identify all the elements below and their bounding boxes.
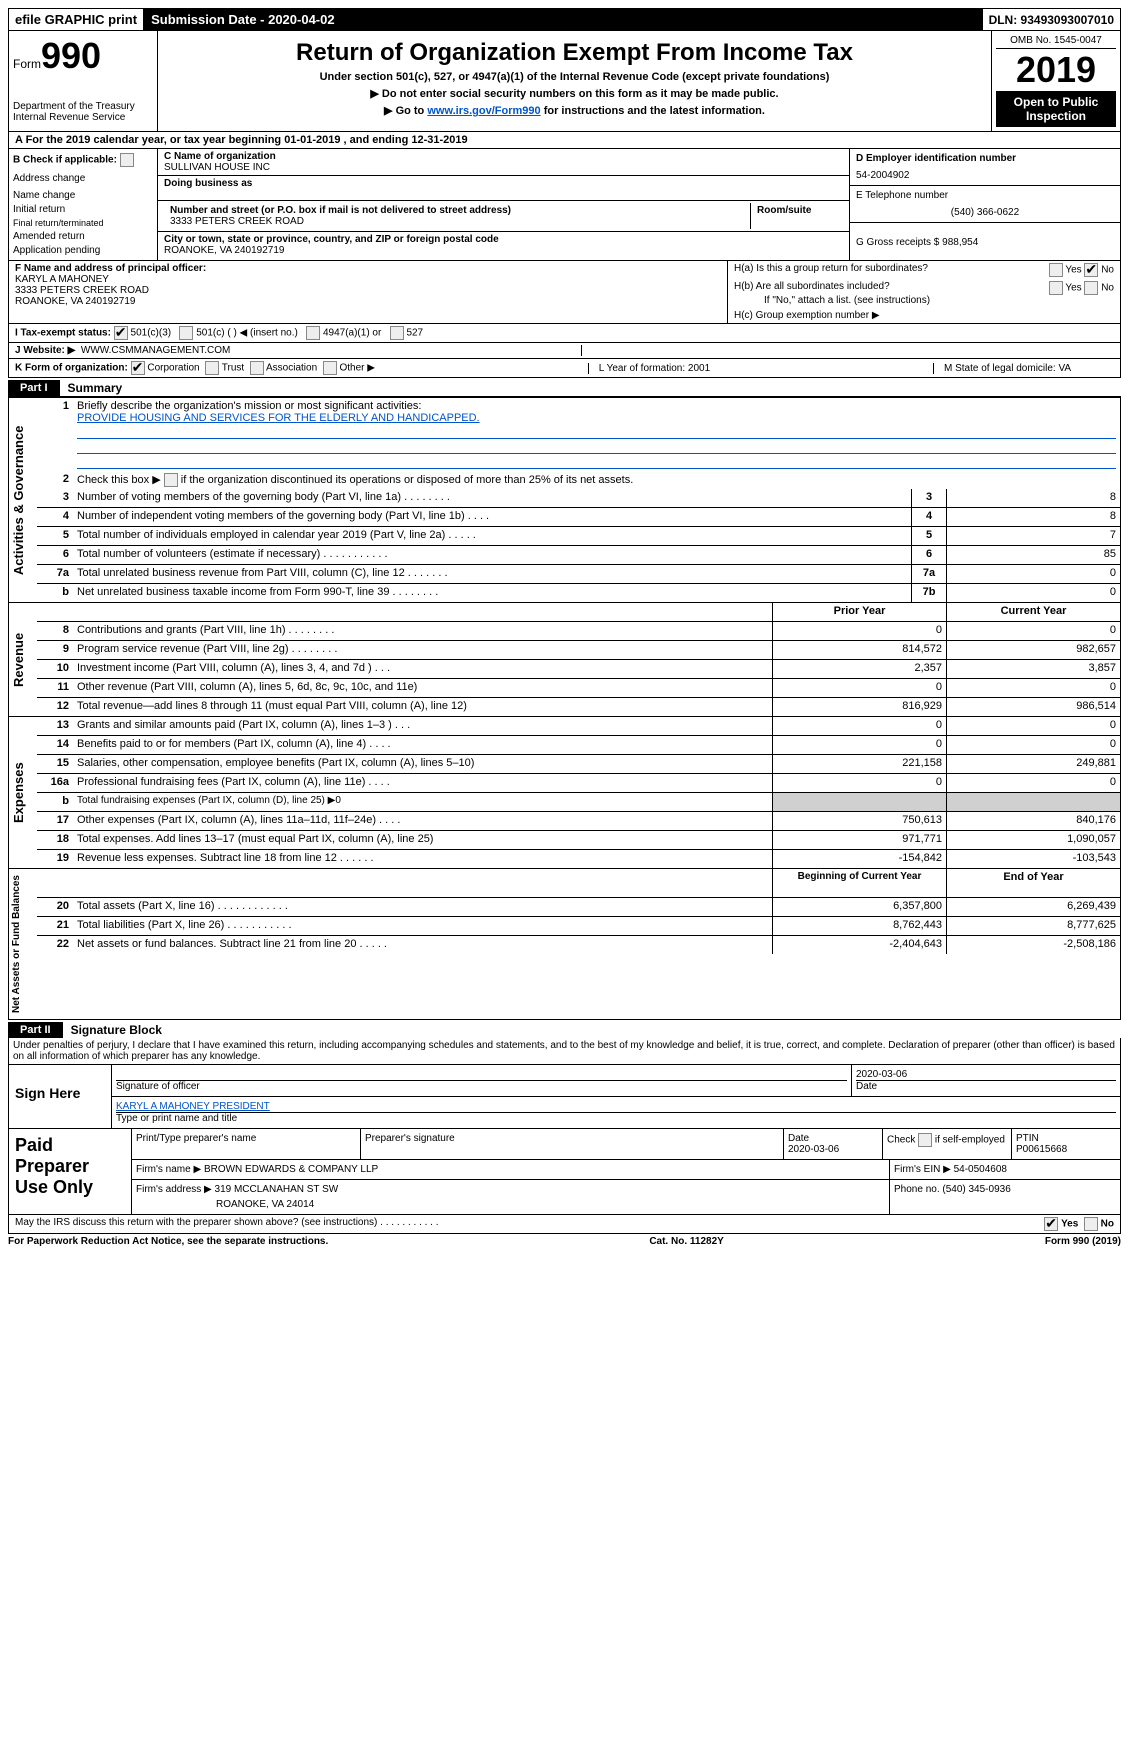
header-center: Return of Organization Exempt From Incom…: [158, 31, 992, 131]
expenses-section: Expenses 13Grants and similar amounts pa…: [8, 717, 1121, 869]
officer-name: KARYL A MAHONEY PRESIDENT: [116, 1101, 1116, 1112]
form-footer: Form 990 (2019): [1045, 1236, 1121, 1247]
part-1-header: Part I Summary: [8, 380, 1121, 397]
irs-link[interactable]: www.irs.gov/Form990: [427, 105, 540, 117]
col-c-org-info: C Name of organization SULLIVAN HOUSE IN…: [158, 149, 850, 260]
discuss-no-checkbox[interactable]: [1084, 1217, 1098, 1231]
side-expenses: Expenses: [9, 717, 37, 868]
subtitle-3: ▶ Go to www.irs.gov/Form990 for instruct…: [162, 104, 987, 117]
other-checkbox[interactable]: [323, 361, 337, 375]
firm-phone: Phone no. (540) 345-0936: [890, 1180, 1120, 1214]
dept-treasury: Department of the Treasury: [13, 101, 153, 112]
side-governance: Activities & Governance: [9, 398, 37, 602]
header: Form990 Department of the Treasury Inter…: [8, 31, 1121, 132]
ha-yes-checkbox[interactable]: [1049, 263, 1063, 277]
part-2-title: Signature Block: [63, 1023, 162, 1037]
open-to-public: Open to Public Inspection: [996, 91, 1116, 127]
sign-here-label: Sign Here: [9, 1065, 112, 1128]
irs-label: Internal Revenue Service: [13, 112, 153, 123]
state-domicile: M State of legal domicile: VA: [933, 363, 1114, 374]
part-2-header: Part II Signature Block: [8, 1022, 1121, 1038]
col-d-ein-tel: D Employer identification number 54-2004…: [850, 149, 1120, 260]
col-b-checkboxes: B Check if applicable: Address change Na…: [9, 149, 158, 260]
year-formation: L Year of formation: 2001: [588, 363, 720, 374]
assoc-checkbox[interactable]: [250, 361, 264, 375]
501c-checkbox[interactable]: [179, 326, 193, 340]
subtitle-2: ▶ Do not enter social security numbers o…: [162, 87, 987, 100]
discuss-row: May the IRS discuss this return with the…: [8, 1215, 1121, 1234]
website: WWW.CSMMANAGEMENT.COM: [81, 345, 230, 356]
527-checkbox[interactable]: [390, 326, 404, 340]
org-name: SULLIVAN HOUSE INC: [164, 162, 843, 173]
row-f-h: F Name and address of principal officer:…: [8, 261, 1121, 324]
top-bar: efile GRAPHIC print Submission Date - 20…: [8, 8, 1121, 31]
mission: PROVIDE HOUSING AND SERVICES FOR THE ELD…: [77, 412, 480, 424]
side-net-assets: Net Assets or Fund Balances: [9, 869, 37, 1019]
city-state-zip: ROANOKE, VA 240192719: [164, 245, 843, 256]
subtitle-1: Under section 501(c), 527, or 4947(a)(1)…: [162, 71, 987, 83]
hb-no-checkbox[interactable]: [1084, 281, 1098, 295]
part-2-tab: Part II: [8, 1022, 63, 1038]
omb-number: OMB No. 1545-0047: [996, 35, 1116, 49]
telephone: (540) 366-0622: [856, 207, 1114, 218]
self-employed-checkbox[interactable]: [918, 1133, 932, 1147]
row-k-form-org: K Form of organization: Corporation Trus…: [8, 359, 1121, 378]
submission-date: Submission Date - 2020-04-02: [143, 9, 982, 30]
form-number: Form990: [13, 35, 153, 77]
firm-ein: Firm's EIN ▶ 54-0504608: [890, 1160, 1120, 1179]
trust-checkbox[interactable]: [205, 361, 219, 375]
firm-name: Firm's name ▶ BROWN EDWARDS & COMPANY LL…: [132, 1160, 890, 1179]
header-left: Form990 Department of the Treasury Inter…: [9, 31, 158, 131]
dln: DLN: 93493093007010: [983, 11, 1120, 29]
ein: 54-2004902: [856, 170, 1114, 181]
part-1-table: Activities & Governance 1 Briefly descri…: [8, 397, 1121, 603]
sign-here-block: Sign Here Signature of officer 2020-03-0…: [8, 1065, 1121, 1129]
revenue-section: Revenue Prior YearCurrent Year 8Contribu…: [8, 603, 1121, 717]
row-a-tax-year: A For the 2019 calendar year, or tax yea…: [8, 132, 1121, 149]
street-address: 3333 PETERS CREEK ROAD: [170, 216, 744, 227]
header-right: OMB No. 1545-0047 2019 Open to Public In…: [992, 31, 1120, 131]
corp-checkbox[interactable]: [131, 361, 145, 375]
paid-preparer-block: Paid Preparer Use Only Print/Type prepar…: [8, 1129, 1121, 1215]
principal-officer: F Name and address of principal officer:…: [9, 261, 728, 323]
501c3-checkbox[interactable]: [114, 326, 128, 340]
paid-preparer-label: Paid Preparer Use Only: [9, 1129, 131, 1214]
section-bcd: B Check if applicable: Address change Na…: [8, 149, 1121, 261]
group-return: H(a) Is this a group return for subordin…: [728, 261, 1120, 323]
firm-address: Firm's address ▶ 319 MCCLANAHAN ST SW: [136, 1184, 885, 1195]
row-i-exempt-status: I Tax-exempt status: 501(c)(3) 501(c) ( …: [8, 324, 1121, 343]
4947-checkbox[interactable]: [306, 326, 320, 340]
net-assets-section: Net Assets or Fund Balances Beginning of…: [8, 869, 1121, 1020]
form-title: Return of Organization Exempt From Incom…: [162, 39, 987, 67]
efile-label: efile GRAPHIC print: [9, 10, 143, 29]
side-revenue: Revenue: [9, 603, 37, 716]
hb-yes-checkbox[interactable]: [1049, 281, 1063, 295]
discontinued-checkbox[interactable]: [164, 473, 178, 487]
part-1-title: Summary: [60, 381, 123, 395]
discuss-yes-checkbox[interactable]: [1044, 1217, 1058, 1231]
footer: For Paperwork Reduction Act Notice, see …: [8, 1234, 1121, 1249]
row-j-website: J Website: ▶ WWW.CSMMANAGEMENT.COM: [8, 343, 1121, 359]
pra-notice: For Paperwork Reduction Act Notice, see …: [8, 1236, 328, 1247]
ha-no-checkbox[interactable]: [1084, 263, 1098, 277]
tax-year: 2019: [996, 49, 1116, 91]
part-1-tab: Part I: [8, 380, 60, 396]
cat-number: Cat. No. 11282Y: [649, 1236, 723, 1247]
gross-receipts: G Gross receipts $ 988,954: [856, 237, 1114, 248]
perjury-statement: Under penalties of perjury, I declare th…: [8, 1038, 1121, 1065]
checkbox-applicable[interactable]: [120, 153, 134, 167]
